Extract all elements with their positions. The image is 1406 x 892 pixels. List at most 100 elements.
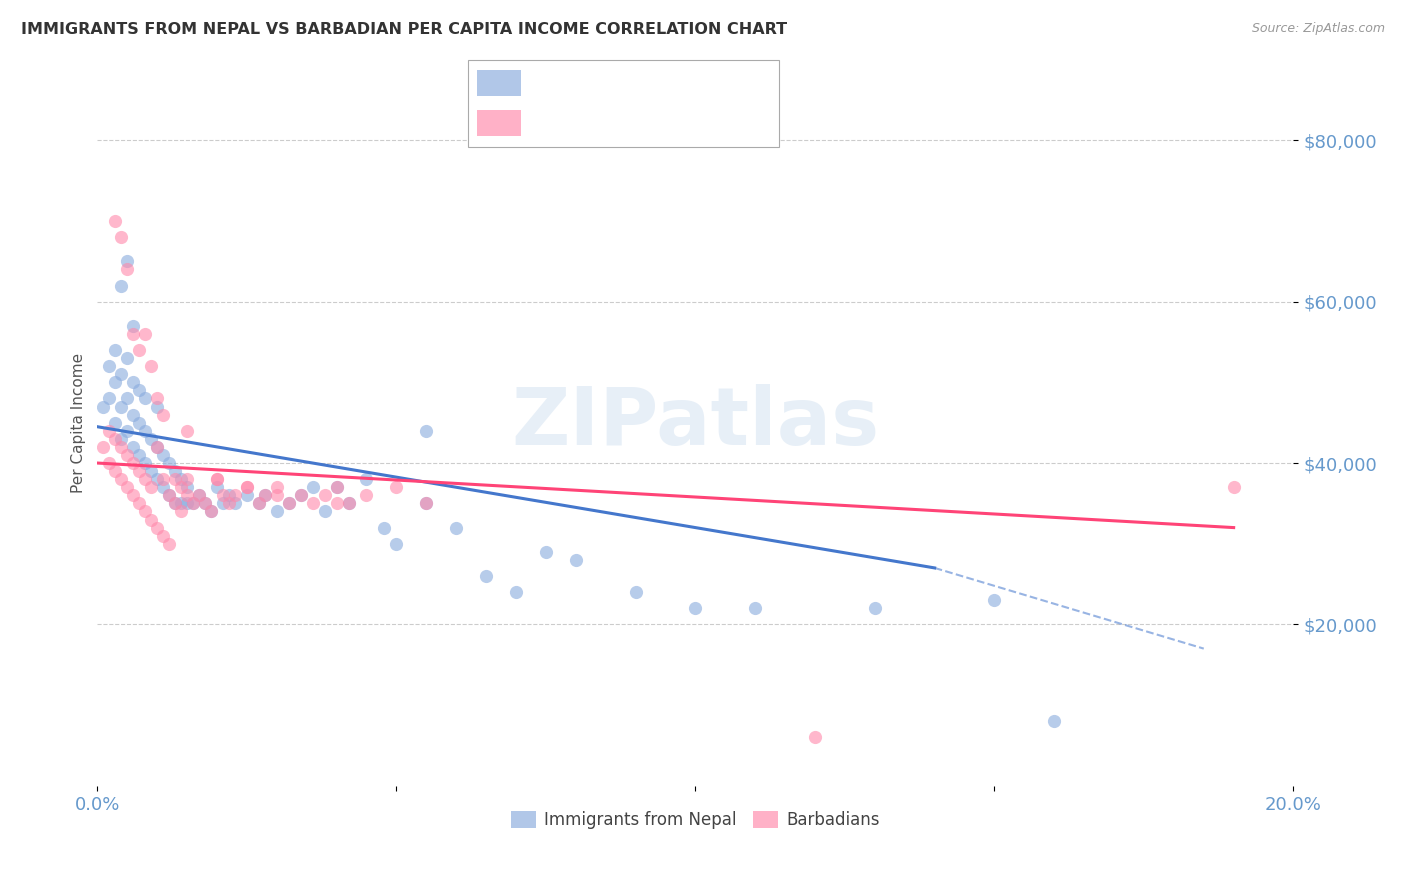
Point xyxy=(141,432,163,446)
Point xyxy=(110,230,132,244)
Point xyxy=(128,448,150,462)
Point xyxy=(141,464,163,478)
Point xyxy=(165,496,187,510)
Point xyxy=(104,214,127,228)
Point xyxy=(290,488,312,502)
Point xyxy=(200,504,222,518)
Point xyxy=(152,529,174,543)
Point xyxy=(194,496,217,510)
Point xyxy=(290,488,312,502)
Point xyxy=(128,416,150,430)
Point xyxy=(134,456,156,470)
Point xyxy=(176,496,198,510)
Point xyxy=(128,464,150,478)
Point xyxy=(314,504,336,518)
Point xyxy=(863,601,886,615)
Point xyxy=(337,496,360,510)
Point xyxy=(98,392,121,406)
Point xyxy=(356,472,378,486)
Point xyxy=(91,440,114,454)
Point xyxy=(117,392,139,406)
Point xyxy=(157,456,180,470)
Point xyxy=(415,496,437,510)
Point xyxy=(110,368,132,382)
Point xyxy=(146,472,169,486)
Point xyxy=(444,520,467,534)
Point xyxy=(415,424,437,438)
Point xyxy=(373,520,395,534)
Point xyxy=(325,496,347,510)
Point xyxy=(205,472,228,486)
Point xyxy=(122,408,145,422)
Point xyxy=(165,464,187,478)
Point xyxy=(212,496,235,510)
Point xyxy=(176,488,198,502)
Point xyxy=(117,254,139,268)
Point xyxy=(134,424,156,438)
Point xyxy=(415,496,437,510)
Point xyxy=(122,440,145,454)
Point xyxy=(122,376,145,390)
Point xyxy=(205,472,228,486)
Point xyxy=(122,326,145,341)
Point xyxy=(146,440,169,454)
Point xyxy=(200,504,222,518)
Point xyxy=(325,480,347,494)
Point xyxy=(253,488,276,502)
Point xyxy=(157,537,180,551)
Point xyxy=(157,488,180,502)
Point xyxy=(218,496,240,510)
Point xyxy=(266,480,288,494)
Point xyxy=(194,496,217,510)
Point xyxy=(385,480,408,494)
Point xyxy=(122,488,145,502)
Point xyxy=(247,496,270,510)
Point xyxy=(117,424,139,438)
Point xyxy=(170,472,193,486)
Point xyxy=(134,392,156,406)
Point xyxy=(475,569,498,583)
Point xyxy=(146,440,169,454)
Point xyxy=(98,359,121,374)
Point xyxy=(165,472,187,486)
Point xyxy=(181,496,204,510)
Point xyxy=(104,464,127,478)
Point xyxy=(277,496,299,510)
Point xyxy=(122,318,145,333)
Point xyxy=(224,496,246,510)
Point xyxy=(157,488,180,502)
Point xyxy=(110,432,132,446)
Point xyxy=(224,488,246,502)
Point xyxy=(170,504,193,518)
Point xyxy=(236,480,259,494)
Point xyxy=(277,496,299,510)
Point xyxy=(218,488,240,502)
Point xyxy=(122,456,145,470)
Point xyxy=(624,585,647,599)
Point xyxy=(337,496,360,510)
Point xyxy=(117,351,139,366)
Point xyxy=(152,472,174,486)
Point xyxy=(266,504,288,518)
Point xyxy=(104,416,127,430)
Point xyxy=(110,472,132,486)
Point xyxy=(314,488,336,502)
Point xyxy=(128,384,150,398)
Point xyxy=(152,480,174,494)
Point xyxy=(128,343,150,357)
Point xyxy=(141,359,163,374)
Point xyxy=(104,376,127,390)
Point xyxy=(356,488,378,502)
Point xyxy=(134,504,156,518)
Point xyxy=(117,480,139,494)
Text: Source: ZipAtlas.com: Source: ZipAtlas.com xyxy=(1251,22,1385,36)
Point xyxy=(117,448,139,462)
Text: IMMIGRANTS FROM NEPAL VS BARBADIAN PER CAPITA INCOME CORRELATION CHART: IMMIGRANTS FROM NEPAL VS BARBADIAN PER C… xyxy=(21,22,787,37)
Point xyxy=(236,480,259,494)
Point xyxy=(301,480,323,494)
Point xyxy=(205,480,228,494)
Point xyxy=(104,432,127,446)
Point xyxy=(98,456,121,470)
Text: ZIPatlas: ZIPatlas xyxy=(512,384,880,462)
Point xyxy=(134,472,156,486)
